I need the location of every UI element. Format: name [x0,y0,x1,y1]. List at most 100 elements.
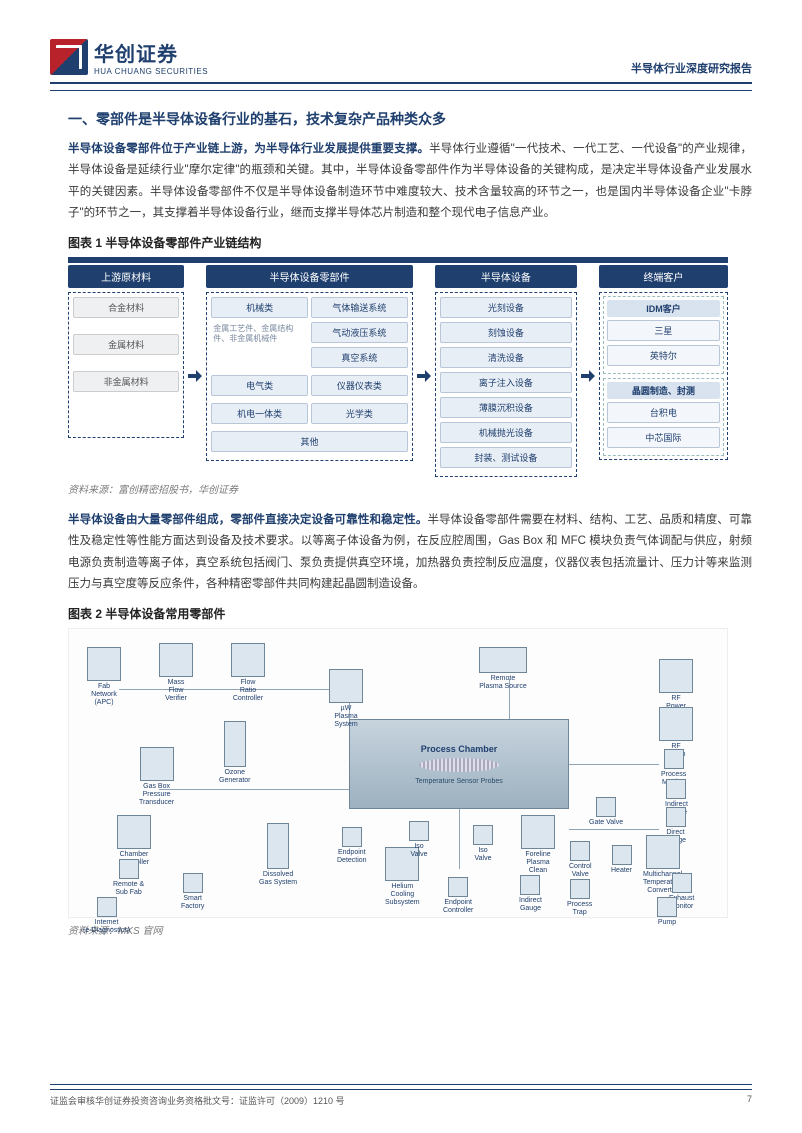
fig2-device: Pump [657,897,677,927]
fig2-device: RFPower [659,659,693,710]
fig1-source: 资料来源：富创精密招股书，华创证券 [68,481,752,496]
fig2-device-label: ControlValve [569,863,592,878]
fig1-c3-item: 离子注入设备 [440,372,572,393]
fig2-device-label: Internet(e-Diagnostics) [83,919,130,934]
fig2-device-label: Gas BoxPressureTransducer [139,783,174,806]
fig2-device-label: ForelinePlasmaClean [521,851,555,874]
fig2-device: IsoValve [473,825,493,862]
fig2-device-label: Gate Valve [589,819,623,827]
fig2-device-label: DissolvedGas System [259,871,297,886]
page-number: 7 [747,1094,752,1107]
para2-lead: 半导体设备由大量零部件组成，零部件直接决定设备可靠性和稳定性。 [68,514,427,526]
fig2-device-label: µWPlasmaSystem [329,705,363,728]
fig2-device: FabNetwork(APC) [87,647,121,706]
fig2-device: ForelinePlasmaClean [521,815,555,874]
fig2-device-label: Heater [611,867,632,875]
fig2-device: FlowRatioController [231,643,265,702]
fig2-device-label: FlowRatioController [231,679,265,702]
fig2-device-label: Pump [657,919,677,927]
fig1-c4-g1: 英特尔 [607,345,720,366]
fig2-device: ProcessTrap [567,879,592,916]
fig1-c3-item: 薄膜沉积设备 [440,397,572,418]
fig2-device: Remote &Sub Fab [113,859,144,896]
fig2-device: IndirectGauge [519,875,542,912]
fig2-device-label: MassFlowVerifier [159,679,193,702]
fig1-c2-mech: 机械类 [211,297,308,318]
company-name-cn: 华创证券 [94,38,208,67]
fig2-device-label: EndpointDetection [337,849,367,864]
fig2-device: SmartFactory [181,873,204,910]
fig2-device-label: SmartFactory [181,895,204,910]
fig2-device-label: OzoneGenerator [219,769,251,784]
fig2-device-label: FabNetwork(APC) [87,683,121,706]
fig1-c1-item: 金属材料 [73,334,179,355]
fig2-device-label: HeliumCoolingSubsystem [385,883,420,906]
fig1-c2-g: 仪器仪表类 [311,375,408,396]
fig2-device: Gate Valve [589,797,623,827]
fig2-device: Internet(e-Diagnostics) [83,897,130,934]
fig2-device: Gas BoxPressureTransducer [139,747,174,806]
paragraph-1: 半导体设备零部件位于产业链上游，为半导体行业发展提供重要支撑。半导体行业遵循"一… [68,139,752,224]
company-name-en: HUA CHUANG SECURITIES [94,67,208,76]
fig2-device: OzoneGenerator [219,721,251,784]
fig2-device: Heater [611,845,632,875]
fig1-c2-other: 其他 [211,431,408,452]
page-footer: 证监会审核华创证券投资咨询业务资格批文号：证监许可（2009）1210 号 7 [50,1089,752,1107]
fig1-c3-item: 刻蚀设备 [440,322,572,343]
fig1-c2-g: 机电一体类 [211,403,308,424]
fig1-c2-g: 光学类 [311,403,408,424]
fig1-c3-item: 封装、测试设备 [440,447,572,468]
fig2-diagram: Process Chamber Temperature Sensor Probe… [68,628,728,918]
fig2-device-label: IsoValve [409,843,429,858]
fig1-c4-g2: 台积电 [607,402,720,423]
fig2-device-label: RemotePlasma Source [479,675,527,690]
fig2-device: MassFlowVerifier [159,643,193,702]
fig1-c1-item: 非金属材料 [73,371,179,392]
fig1-c4-g2: 中芯国际 [607,427,720,448]
fig2-device: µWPlasmaSystem [329,669,363,728]
process-chamber: Process Chamber Temperature Sensor Probe… [349,719,569,809]
logo-mark [50,39,88,75]
fig2-device: EndpointDetection [337,827,367,864]
section-heading: 一、零部件是半导体设备行业的基石，技术复杂产品种类众多 [68,109,752,129]
fig2-device-label: EndpointController [443,899,473,914]
fig1-col2-head: 半导体设备零部件 [206,265,413,288]
footer-left: 证监会审核华创证券投资咨询业务资格批文号：证监许可（2009）1210 号 [50,1094,345,1107]
paragraph-2: 半导体设备由大量零部件组成，零部件直接决定设备可靠性和稳定性。半导体设备零部件需… [68,510,752,595]
fig1-c1-item: 合金材料 [73,297,179,318]
fig2-device: DissolvedGas System [259,823,297,886]
fig2-device-label: Remote &Sub Fab [113,881,144,896]
header-rule [50,90,752,91]
fig2-device: IsoValve [409,821,429,858]
fig2-device-label: ProcessTrap [567,901,592,916]
fig2-device: RemotePlasma Source [479,647,527,690]
chamber-label: Process Chamber [421,744,498,754]
fig1-c4-g2h: 晶圆制造、封测 [607,382,720,399]
chamber-sub: Temperature Sensor Probes [415,778,503,785]
logo: 华创证券 HUA CHUANG SECURITIES [50,38,208,76]
fig1-c2-note: 金属工艺件、金属结构件、非金属机械件 [211,322,308,347]
footer-rule [50,1084,752,1085]
fig1-c2-r: 气动液压系统 [311,322,408,343]
fig1-c4-g1h: IDM客户 [607,300,720,317]
fig1-c2-g: 电气类 [211,375,308,396]
para1-lead: 半导体设备零部件位于产业链上游，为半导体行业发展提供重要支撑。 [68,143,429,155]
fig1-c3-item: 清洗设备 [440,347,572,368]
fig1-col3-head: 半导体设备 [435,265,577,288]
fig2-device: ControlValve [569,841,592,878]
fig2-caption: 图表 2 半导体设备常用零部件 [68,605,752,622]
doc-title: 半导体行业深度研究报告 [631,60,752,76]
fig1-c3-item: 光刻设备 [440,297,572,318]
fig2-device-label: IndirectGauge [519,897,542,912]
fig2-source: 资料来源：MKS 官网 [68,922,752,937]
fig1-col4-head: 终端客户 [599,265,728,288]
fig1-chart: 上游原材料 合金材料 金属材料 非金属材料 半导体设备零部件 机械类 [68,257,728,477]
fig1-c2-r: 真空系统 [311,347,408,368]
fig2-device-label: IsoValve [473,847,493,862]
fig1-caption: 图表 1 半导体设备零部件产业链结构 [68,234,752,251]
fig1-col1-head: 上游原材料 [68,265,184,288]
fig1-c2-r: 气体输送系统 [311,297,408,318]
fig1-c4-g1: 三星 [607,320,720,341]
fig2-device: EndpointController [443,877,473,914]
page-header: 华创证券 HUA CHUANG SECURITIES 半导体行业深度研究报告 [50,38,752,84]
